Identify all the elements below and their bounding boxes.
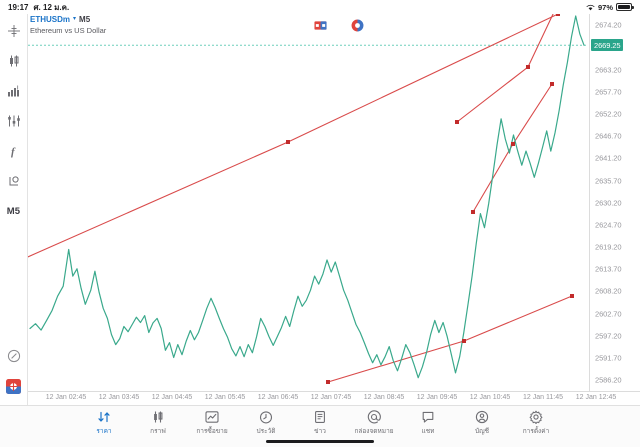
history-clock-icon[interactable]: [0, 343, 28, 369]
price-axis[interactable]: 2674.20 2669.25 2663.20 2657.70 2652.20 2646.…: [589, 14, 640, 391]
nav-mailbox-label: กล่องจดหมาย: [354, 428, 394, 435]
nav-chat[interactable]: แชท: [401, 410, 455, 436]
price-tick-label: 2591.70: [595, 353, 622, 363]
nav-history-label: ประวัติ: [256, 428, 276, 435]
price-tick-label: 2619.20: [595, 242, 622, 252]
status-time: 19:17: [8, 2, 29, 12]
status-bar-left: 19:17 ศ. 12 ม.ค.: [8, 1, 69, 14]
wifi-icon: [586, 4, 595, 11]
candlestick-chart-icon[interactable]: [0, 48, 28, 74]
price-tick-label: 2652.20: [595, 109, 622, 119]
nav-settings[interactable]: การตั้งค่า: [509, 410, 563, 436]
timeframe-label[interactable]: M5: [6, 205, 21, 217]
home-indicator: [266, 440, 374, 443]
nav-history[interactable]: ประวัติ: [239, 410, 293, 436]
time-tick-label: 12 Jan 12:45: [575, 394, 617, 401]
objects-icon[interactable]: [0, 168, 28, 194]
time-tick-label: 12 Jan 10:45: [469, 394, 511, 401]
battery-percent-label: 97%: [597, 2, 613, 12]
price-tick-label: 2674.20: [595, 20, 622, 30]
status-date: ศ. 12 ม.ค.: [33, 2, 70, 12]
price-tick-label: 2646.70: [595, 131, 622, 141]
time-tick-label: 12 Jan 11:45: [523, 394, 563, 401]
symbol-label[interactable]: ETHUSDm: [30, 15, 71, 24]
time-tick-label: 12 Jan 02:45: [45, 394, 87, 401]
status-bar: 19:17 ศ. 12 ม.ค. 97%: [0, 0, 640, 14]
nav-trade-label: การซื้อขาย: [196, 428, 228, 435]
nav-chart[interactable]: กราฟ: [131, 410, 185, 436]
time-axis[interactable]: 12 Jan 02:45 12 Jan 03:45 12 Jan 04:45 12 J…: [28, 391, 640, 405]
chart-svg: [28, 14, 588, 384]
time-tick-label: 12 Jan 05:45: [204, 394, 246, 401]
clock-icon: [259, 410, 273, 424]
chevron-down-icon[interactable]: ▾: [73, 16, 77, 23]
nav-settings-label: การตั้งค่า: [522, 428, 550, 435]
svg-text:f: f: [11, 146, 16, 158]
chat-bubble-icon: [421, 410, 435, 424]
one-click-trading-icon[interactable]: [351, 19, 364, 37]
status-bar-right: 97%: [586, 2, 634, 12]
nav-news-label: ข่าว: [314, 428, 326, 435]
price-tick-label: 2635.70: [595, 176, 622, 186]
nav-news[interactable]: ข่าว: [293, 410, 347, 436]
price-tick-label: 2586.20: [595, 375, 622, 385]
trendline-anchor-points: [286, 14, 574, 384]
trade-now-icon[interactable]: [0, 373, 28, 399]
svg-text:I: I: [17, 86, 19, 92]
nav-chart-label: กราฟ: [150, 428, 166, 435]
symbol-description: Ethereum vs US Dollar: [30, 26, 107, 35]
timeframe-badge[interactable]: M5: [79, 15, 91, 24]
price-line-path: [29, 15, 585, 379]
nav-mailbox[interactable]: กล่องจดหมาย: [347, 410, 401, 436]
price-tick-label: 2657.70: [595, 87, 622, 97]
left-toolbar: I f M5: [0, 14, 28, 405]
line-chart-box-icon: [205, 410, 219, 424]
chart-top-icons: [314, 19, 364, 37]
price-tick-label: 2624.70: [595, 220, 622, 230]
price-tick-label: 2630.20: [595, 198, 622, 208]
nav-trade[interactable]: การซื้อขาย: [185, 410, 239, 436]
time-tick-label: 12 Jan 07:45: [310, 394, 352, 401]
crosshair-icon[interactable]: [0, 18, 28, 44]
nav-chat-label: แชท: [421, 428, 435, 435]
arrows-up-down-icon: [97, 410, 111, 424]
price-tick-label: 2613.70: [595, 264, 622, 274]
price-tick-label: 2602.70: [595, 309, 622, 319]
indicators-icon[interactable]: I: [0, 78, 28, 104]
nav-account-label: บัญชี: [474, 428, 490, 435]
time-tick-label: 12 Jan 04:45: [151, 394, 193, 401]
person-circle-icon: [475, 410, 489, 424]
time-tick-label: 12 Jan 03:45: [98, 394, 140, 401]
time-tick-label: 12 Jan 09:45: [416, 394, 458, 401]
at-sign-icon: [367, 410, 381, 424]
chart-header: ETHUSDm ▾ M5 Ethereum vs US Dollar: [30, 15, 106, 35]
symbol-row[interactable]: ETHUSDm ▾ M5: [30, 15, 106, 25]
time-tick-label: 12 Jan 08:45: [363, 394, 405, 401]
gear-icon: [529, 410, 543, 424]
document-icon: [313, 410, 327, 424]
settings-sliders-icon[interactable]: [0, 108, 28, 134]
current-price-badge: 2669.25: [591, 39, 624, 52]
nav-account[interactable]: บัญชี: [455, 410, 509, 436]
nav-quotes[interactable]: ราคา: [77, 410, 131, 436]
price-tick-label: 2663.20: [595, 65, 622, 75]
candlestick-icon: [151, 410, 165, 424]
chart-plot-area[interactable]: [28, 14, 588, 391]
nav-quotes-label: ราคา: [96, 428, 112, 435]
time-tick-label: 12 Jan 06:45: [257, 394, 299, 401]
battery-icon: [616, 3, 634, 11]
price-tick-label: 2608.20: [595, 286, 622, 296]
price-tick-label: 2641.20: [595, 153, 622, 163]
sell-buy-panel-icon[interactable]: [314, 19, 327, 37]
price-tick-label: 2597.20: [595, 331, 622, 341]
function-icon[interactable]: f: [0, 138, 28, 164]
